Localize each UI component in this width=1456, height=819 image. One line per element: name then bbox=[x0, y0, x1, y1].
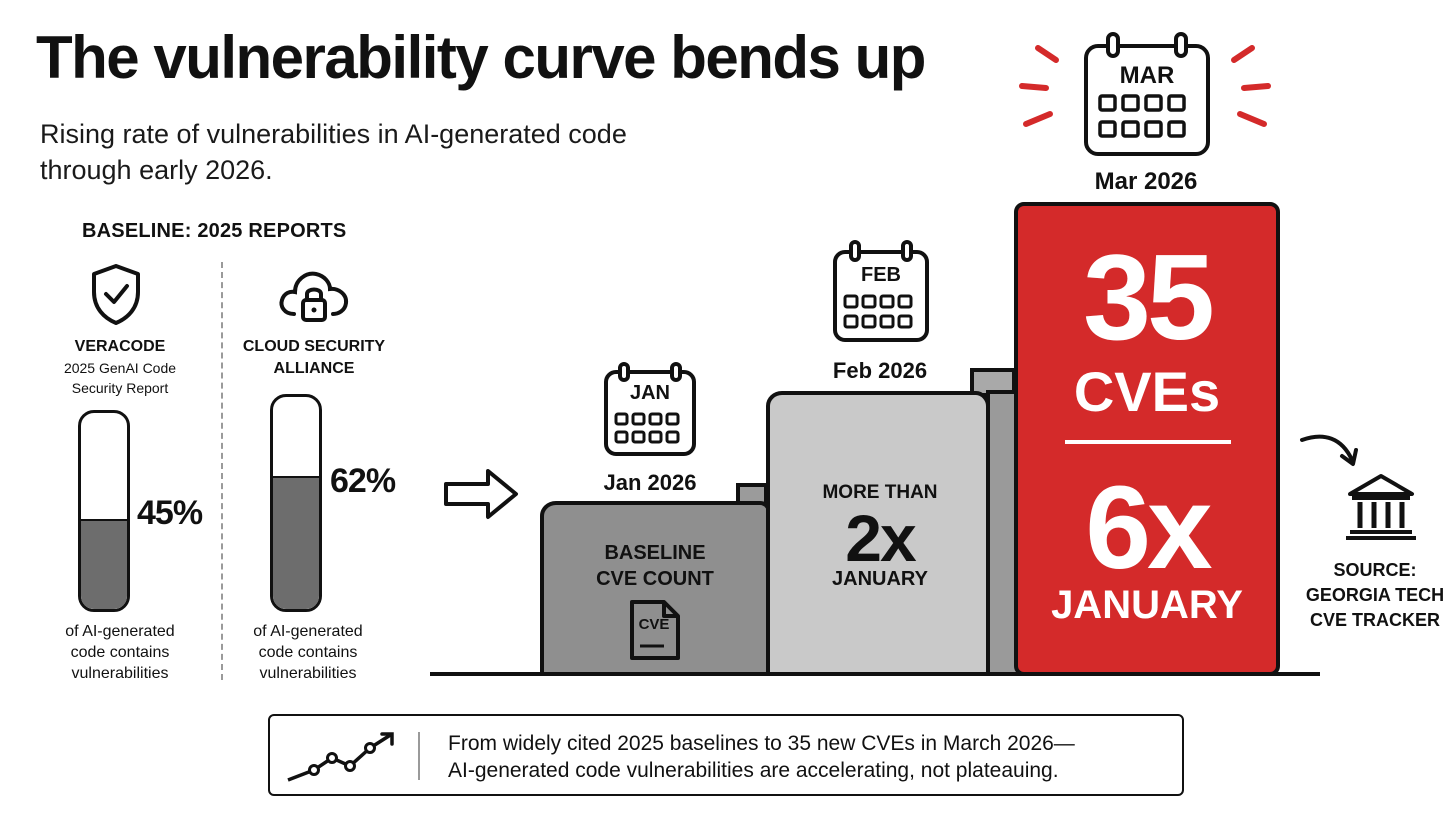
jan-bar-line-1: BASELINE bbox=[604, 542, 706, 564]
feb-bar-depth bbox=[986, 390, 1020, 676]
veracode-percent: 45% bbox=[137, 494, 203, 532]
mar-calendar-icon bbox=[1084, 32, 1210, 156]
arrow-right-icon bbox=[444, 469, 518, 519]
mar-bar-line-4: JANUARY bbox=[1051, 583, 1243, 627]
summary-divider bbox=[418, 732, 420, 780]
jan-calendar-icon bbox=[604, 362, 696, 456]
feb-month-label: Feb 2026 bbox=[832, 358, 928, 383]
baseline-heading: BASELINE: 2025 REPORTS bbox=[82, 220, 347, 242]
source-line-2: GEORGIA TECH bbox=[1305, 585, 1445, 605]
csa-name-line-1: CLOUD SECURITY bbox=[242, 338, 386, 355]
mar-bar-big-1: 35 bbox=[1083, 229, 1215, 365]
mar-month-label: Mar 2026 bbox=[1094, 168, 1198, 195]
veracode-report: 2025 GenAI Code Security Report bbox=[40, 358, 200, 398]
csa-name: CLOUD SECURITY ALLIANCE bbox=[234, 336, 394, 380]
cve-document-label: CVE bbox=[638, 616, 670, 633]
source-label: SOURCE: GEORGIA TECH CVE TRACKER bbox=[1300, 558, 1450, 633]
feb-bar-line-1: MORE THAN bbox=[822, 482, 938, 503]
feb-bar-line-3: JANUARY bbox=[832, 568, 928, 590]
page-subtitle: Rising rate of vulnerabilities in AI-gen… bbox=[40, 116, 740, 188]
curved-arrow-icon bbox=[1300, 434, 1358, 466]
feb-bar-big: 2x bbox=[845, 501, 916, 575]
source-line-1: SOURCE: bbox=[1333, 560, 1417, 580]
veracode-caption-line-1: of AI-generated bbox=[65, 623, 175, 640]
mar-bar-big-2: CVEs bbox=[1073, 360, 1221, 423]
cloud-lock-icon bbox=[279, 271, 349, 322]
cve-document-icon bbox=[630, 600, 680, 660]
feb-bar bbox=[766, 391, 990, 676]
bars-graphic bbox=[430, 202, 1320, 676]
summary-box bbox=[268, 714, 1184, 796]
subtitle-line-2: through early 2026. bbox=[40, 155, 273, 185]
veracode-report-line-1: 2025 GenAI Code bbox=[63, 360, 177, 376]
csa-caption-line-3: vulnerabilities bbox=[259, 665, 357, 682]
csa-name-line-2: ALLIANCE bbox=[273, 360, 355, 377]
mar-bar-big-3: 6x bbox=[1085, 462, 1212, 594]
jan-calendar-label: JAN bbox=[629, 382, 670, 404]
summary-line-1: From widely cited 2025 baselines to 35 n… bbox=[448, 732, 1075, 755]
feb-calendar-icon bbox=[833, 240, 929, 342]
csa-gauge-fill bbox=[273, 475, 319, 609]
csa-gauge bbox=[270, 394, 322, 612]
csa-caption-line-2: code contains bbox=[258, 644, 358, 661]
mar-burst-icon bbox=[1019, 45, 1271, 127]
source-line-3: CVE TRACKER bbox=[1309, 610, 1440, 630]
veracode-gauge-fill bbox=[81, 518, 127, 609]
feb-calendar-label: FEB bbox=[861, 264, 901, 286]
veracode-report-line-2: Security Report bbox=[71, 380, 169, 396]
shield-check-icon bbox=[92, 264, 140, 325]
summary-text: From widely cited 2025 baselines to 35 n… bbox=[448, 730, 1168, 784]
csa-caption-line-1: of AI-generated bbox=[253, 623, 363, 640]
jan-month-label: Jan 2026 bbox=[603, 470, 697, 495]
institution-icon bbox=[1346, 474, 1416, 540]
veracode-caption-line-3: vulnerabilities bbox=[71, 665, 169, 682]
veracode-gauge bbox=[78, 410, 130, 612]
veracode-caption-line-2: code contains bbox=[70, 644, 170, 661]
veracode-caption: of AI-generated code contains vulnerabil… bbox=[40, 621, 200, 684]
csa-caption: of AI-generated code contains vulnerabil… bbox=[228, 621, 388, 684]
baseline-divider bbox=[221, 262, 223, 680]
summary-line-2: AI-generated code vulnerabilities are ac… bbox=[448, 759, 1059, 782]
jan-bar-text: BASELINE CVE COUNT bbox=[545, 540, 765, 592]
jan-bar-line-2: CVE COUNT bbox=[596, 568, 714, 590]
subtitle-line-1: Rising rate of vulnerabilities in AI-gen… bbox=[40, 119, 627, 149]
csa-percent: 62% bbox=[330, 462, 396, 500]
trend-line-icon bbox=[287, 732, 394, 782]
veracode-name: VERACODE bbox=[74, 338, 166, 355]
page-title: The vulnerability curve bends up bbox=[36, 24, 926, 91]
mar-calendar-label: MAR bbox=[1119, 62, 1175, 89]
